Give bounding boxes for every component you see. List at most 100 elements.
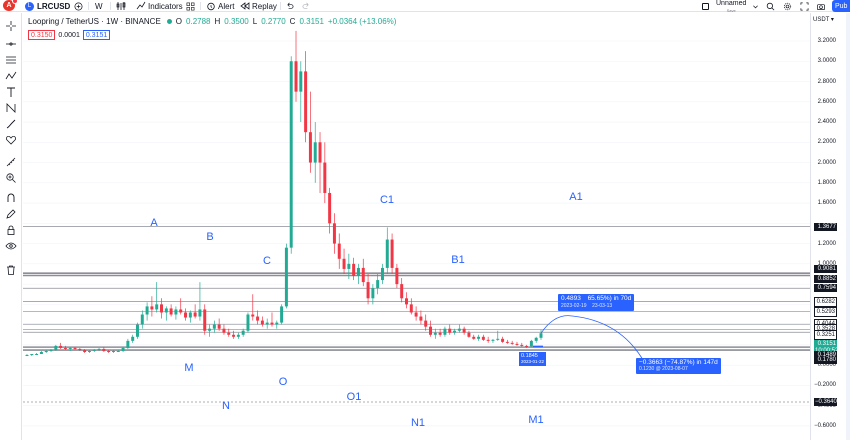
candle-body bbox=[188, 312, 192, 318]
camera-icon bbox=[817, 3, 825, 10]
fib-tool[interactable] bbox=[4, 53, 18, 67]
candle-body bbox=[150, 306, 154, 310]
candle-body bbox=[107, 350, 111, 352]
lock-tool[interactable] bbox=[4, 223, 18, 237]
chart-type-button[interactable] bbox=[116, 0, 126, 12]
measure-up-change: 65.65%) in 70d bbox=[587, 295, 632, 302]
chart-pane[interactable] bbox=[23, 13, 810, 440]
candle-body bbox=[323, 162, 327, 193]
price-tick-label: 1.0000 bbox=[817, 260, 836, 267]
replay-label: Replay bbox=[252, 1, 277, 11]
candle-body bbox=[241, 330, 245, 335]
candle-body bbox=[380, 267, 384, 281]
wave-label-a1[interactable]: A1 bbox=[569, 191, 583, 203]
wave-label-n1[interactable]: N1 bbox=[410, 417, 426, 429]
redo-button[interactable] bbox=[302, 0, 311, 12]
candle-body bbox=[443, 328, 447, 335]
pattern-tool[interactable] bbox=[4, 69, 18, 83]
low-point-value: 0.1845 bbox=[521, 353, 538, 359]
layout-menu-button[interactable] bbox=[752, 0, 759, 12]
candle-body bbox=[35, 354, 39, 356]
alert-button[interactable]: Alert bbox=[206, 0, 234, 12]
candle-body bbox=[501, 338, 505, 342]
wave-label-m1[interactable]: M1 bbox=[528, 414, 544, 426]
candle-body bbox=[390, 239, 394, 268]
candle-body bbox=[78, 348, 82, 350]
candle-body bbox=[68, 347, 72, 349]
magnet-tool[interactable] bbox=[4, 191, 18, 205]
user-avatar[interactable]: A bbox=[3, 0, 18, 11]
wave-label-a[interactable]: A bbox=[150, 217, 158, 229]
candle-body bbox=[275, 322, 279, 325]
price-scale[interactable]: 3.2000 3.0000 2.8000 2.6000 2.4000 2.2000 2.00… bbox=[810, 13, 850, 440]
candle-body bbox=[405, 298, 408, 305]
layouts-button[interactable] bbox=[186, 0, 195, 12]
buy-button[interactable]: 0.3151 bbox=[82, 30, 111, 40]
sell-button[interactable]: 0.3150 bbox=[28, 30, 56, 40]
candle-body bbox=[135, 324, 139, 337]
candle-body bbox=[232, 334, 236, 337]
candle-body bbox=[534, 337, 538, 341]
crosshair-tool[interactable] bbox=[4, 19, 18, 33]
snapshot-button[interactable] bbox=[816, 0, 826, 12]
projection-tool[interactable] bbox=[4, 101, 18, 115]
search-button[interactable] bbox=[766, 0, 775, 12]
hide-tool[interactable] bbox=[4, 239, 18, 253]
chart-legend: Loopring / TetherUS · 1W · BINANCE O 0.27… bbox=[28, 17, 396, 26]
candle-body bbox=[73, 347, 77, 349]
text-tool[interactable] bbox=[4, 85, 18, 99]
magnet-icon bbox=[7, 193, 15, 202]
price-tick-label: 3.2000 bbox=[817, 38, 836, 44]
candle-body bbox=[251, 314, 255, 317]
brush-tool[interactable] bbox=[4, 117, 18, 131]
legend-title[interactable]: Loopring / TetherUS · 1W · BINANCE bbox=[28, 17, 161, 26]
currency-selector[interactable]: USDT ▾ bbox=[813, 17, 834, 23]
settings-button[interactable] bbox=[783, 0, 792, 12]
layout-name[interactable]: Unnamed Save bbox=[716, 0, 746, 14]
wave-label-o[interactable]: O bbox=[278, 376, 288, 388]
candle-body bbox=[97, 348, 101, 350]
trendline-tool[interactable] bbox=[4, 37, 18, 51]
indicators-button[interactable]: Indicators bbox=[136, 0, 183, 12]
wave-label-o1[interactable]: O1 bbox=[346, 391, 362, 403]
wave-label-b1[interactable]: B1 bbox=[451, 254, 465, 266]
fullscreen-button[interactable] bbox=[800, 0, 809, 12]
interval-button[interactable]: W bbox=[95, 0, 103, 12]
zoom-tool[interactable] bbox=[4, 171, 18, 185]
candle-body bbox=[265, 322, 269, 325]
symbol-search[interactable]: L LRCUSD bbox=[25, 1, 70, 11]
undo-button[interactable] bbox=[285, 0, 294, 12]
measure-up-arrow bbox=[540, 315, 569, 334]
candle-body bbox=[294, 61, 298, 92]
stay-drawing-tool[interactable] bbox=[4, 207, 18, 221]
candle-body bbox=[203, 309, 207, 331]
price-tick-label: 0.0000 bbox=[817, 362, 836, 369]
wave-label-b[interactable]: B bbox=[206, 231, 214, 243]
replay-button[interactable]: Replay bbox=[240, 0, 277, 12]
candle-body bbox=[477, 336, 481, 339]
layout-checkbox[interactable] bbox=[702, 0, 709, 12]
candle-body bbox=[145, 306, 149, 315]
wave-label-c1[interactable]: C1 bbox=[379, 194, 395, 206]
candle-body bbox=[289, 61, 293, 248]
price-chart[interactable] bbox=[23, 13, 810, 440]
measure-up-date: 2023-02-19 bbox=[561, 303, 587, 309]
candle-body bbox=[525, 345, 529, 347]
favorites-tool[interactable] bbox=[4, 133, 18, 147]
wave-label-c[interactable]: C bbox=[263, 255, 271, 267]
add-compare-button[interactable] bbox=[74, 0, 83, 12]
projection-icon bbox=[6, 103, 16, 113]
publish-button[interactable]: Pub bbox=[832, 0, 850, 12]
wave-label-m[interactable]: M bbox=[184, 362, 194, 374]
measure-up-date2: 23-03-13 bbox=[592, 303, 613, 309]
candle-body bbox=[505, 341, 509, 343]
candle-body bbox=[222, 328, 226, 333]
crosshair-icon bbox=[6, 21, 16, 31]
ruler-tool[interactable] bbox=[4, 155, 18, 169]
measure-down-tooltip[interactable]: −0.3663 (−74.87%) in 147d 0.1230 @ 2023-… bbox=[636, 358, 721, 374]
price-level-box: 0.9081 bbox=[814, 265, 837, 274]
measure-up-tooltip[interactable]: 0.4893 65.65%) in 70d 2023-02-19 23-03-1… bbox=[558, 294, 635, 311]
remove-tool[interactable] bbox=[4, 263, 18, 277]
wave-label-n[interactable]: N bbox=[222, 400, 230, 412]
price-level-box: 0.6282 bbox=[814, 296, 837, 307]
